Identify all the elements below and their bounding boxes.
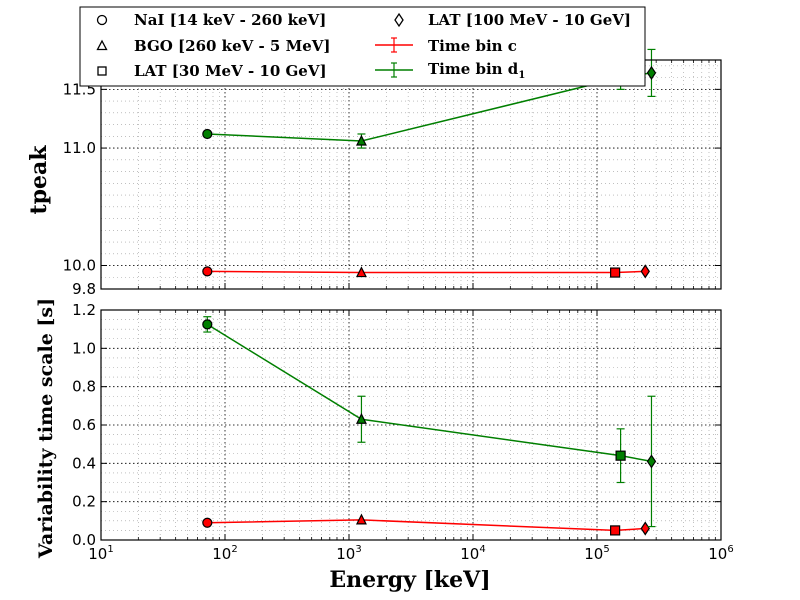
series-line-time-bin-c	[207, 519, 646, 532]
y-tick-label: 10.0	[63, 257, 96, 275]
data-point-triangle	[355, 134, 367, 146]
legend-label-bgo: BGO [260 keV - 5 MeV]	[134, 37, 330, 55]
y-tick-label: 11.0	[63, 139, 96, 157]
legend-red-line-icon	[375, 37, 413, 53]
series-line-time-bin-c	[207, 270, 646, 274]
y-tick-label: 0.0	[72, 531, 96, 549]
top-panel-frame	[100, 59, 722, 290]
data-point-circle	[202, 266, 213, 277]
data-point-square	[615, 450, 626, 461]
y-tick-label: 0.6	[72, 416, 96, 434]
data-point-square	[610, 267, 621, 278]
legend-diamond-marker	[394, 12, 404, 28]
legend-square-marker	[97, 66, 107, 76]
data-point-square	[610, 525, 621, 536]
x-tick-label: 102	[212, 544, 237, 563]
data-point-diamond	[640, 521, 650, 536]
y-tick-label: 0.2	[72, 493, 96, 511]
data-point-circle	[202, 517, 213, 528]
legend-circle-marker	[96, 14, 108, 26]
y-tick-label: 1.0	[72, 339, 96, 357]
data-point-circle	[202, 128, 213, 140]
series-line-time-bin-d1	[206, 323, 652, 463]
legend-label-time-bin-c: Time bin c	[428, 37, 517, 55]
legend-label-nai: NaI [14 keV - 260 keV]	[134, 11, 326, 29]
legend-label-lat-100mev: LAT [100 MeV - 10 GeV]	[428, 11, 631, 29]
y-tick-label: 0.8	[72, 378, 96, 396]
x-tick-label: 105	[584, 544, 609, 563]
legend-label-time-bin-d1: Time bin d1	[428, 60, 525, 81]
legend-subscript: 1	[518, 70, 525, 81]
x-tick-label: 103	[336, 544, 361, 563]
legend-triangle-marker	[96, 39, 108, 51]
x-axis-label: Energy [keV]	[329, 567, 490, 593]
legend-box	[79, 6, 646, 87]
x-tick-label: 106	[708, 544, 733, 563]
top-y-axis-label: tpeak	[26, 145, 52, 215]
data-point-triangle	[355, 412, 367, 424]
data-point-triangle	[355, 266, 367, 278]
x-tick-label: 101	[88, 544, 113, 563]
y-tick-label: 9.8	[72, 280, 96, 298]
x-tick-label: 104	[460, 544, 485, 563]
data-point-diamond	[646, 454, 657, 469]
bottom-y-axis-label: Variability time scale [s]	[35, 298, 57, 559]
legend-green-line-icon	[375, 62, 413, 78]
y-tick-label: 0.4	[72, 454, 96, 472]
legend: NaI [14 keV - 260 keV] BGO [260 keV - 5 …	[79, 6, 646, 87]
y-tick-label: 1.2	[72, 301, 96, 319]
legend-label-lat-30mev: LAT [30 MeV - 10 GeV]	[134, 62, 327, 80]
data-point-diamond	[640, 264, 650, 279]
data-point-circle	[202, 319, 213, 330]
data-point-diamond	[646, 65, 657, 80]
data-point-triangle	[355, 513, 367, 525]
